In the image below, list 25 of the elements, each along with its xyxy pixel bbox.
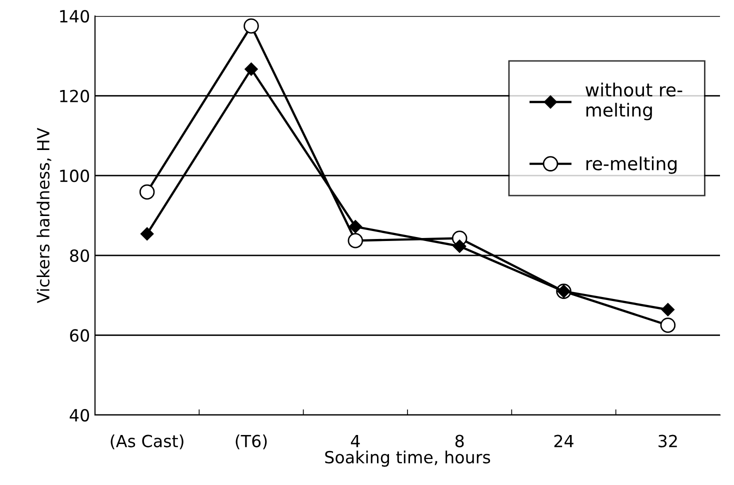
- point: [660, 318, 676, 333]
- y-tick-label: 60: [70, 329, 90, 342]
- point: [244, 62, 258, 76]
- x-tick-label: 8: [455, 434, 464, 448]
- x-tick-label: (T6): [236, 434, 267, 450]
- x-tick-label: 24: [554, 434, 574, 448]
- x-tick-label: (As Cast): [110, 434, 184, 450]
- point: [140, 227, 154, 240]
- y-tick-label: 100: [60, 170, 90, 182]
- point: [661, 303, 675, 316]
- legend-label: without re- melting: [586, 82, 682, 120]
- y-tick-label: 120: [60, 90, 90, 102]
- y-axis-title: Vickers hardness, HV: [36, 128, 52, 304]
- y-tick-label: 140: [60, 10, 90, 23]
- y-tick-label: 80: [70, 249, 90, 262]
- point: [348, 220, 362, 234]
- point: [452, 240, 466, 253]
- x-axis-title: Soaking time, hours: [325, 450, 490, 467]
- x-tick-label: 32: [658, 434, 677, 448]
- point: [348, 233, 364, 248]
- legend-label: re-melting: [586, 156, 677, 174]
- x-tick-label: 4: [350, 434, 360, 448]
- point: [244, 18, 259, 34]
- point: [139, 184, 155, 200]
- y-tick-label: 40: [70, 408, 90, 422]
